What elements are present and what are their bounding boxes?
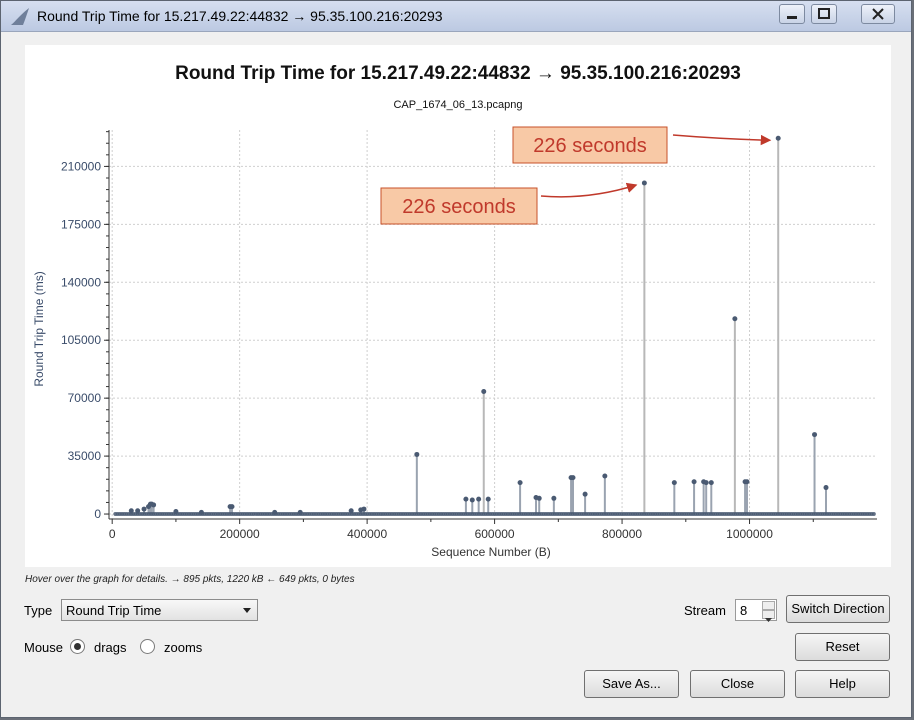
reset-button[interactable]: Reset xyxy=(795,633,890,661)
y-tick-label: 175000 xyxy=(61,217,101,231)
annotation-arrow xyxy=(540,182,638,198)
data-point xyxy=(812,432,818,438)
y-tick-label: 210000 xyxy=(61,159,101,173)
annotation-text: 226 seconds xyxy=(533,135,646,157)
data-point xyxy=(551,495,557,501)
x-tick-label: 200000 xyxy=(220,527,260,541)
x-tick-label: 1000000 xyxy=(726,527,773,541)
data-point xyxy=(517,480,523,486)
data-point xyxy=(229,504,235,510)
data-point xyxy=(732,316,738,322)
annotation-box xyxy=(380,187,538,225)
data-point xyxy=(823,485,829,491)
rtt-chart[interactable]: Round Trip Time for 15.217.49.22:44832 →… xyxy=(25,45,891,567)
maximize-button[interactable] xyxy=(811,4,837,24)
zooms-label[interactable]: zooms xyxy=(164,640,203,655)
data-point xyxy=(348,508,354,514)
data-point xyxy=(173,509,179,515)
data-point xyxy=(708,480,714,486)
mouse-label: Mouse xyxy=(24,640,64,655)
x-tick-label: 0 xyxy=(109,527,116,541)
type-select[interactable]: Round Trip Time xyxy=(61,599,258,621)
data-point xyxy=(135,508,141,514)
data-point xyxy=(536,495,542,501)
data-point xyxy=(602,473,608,479)
data-point xyxy=(469,497,475,503)
x-axis-label: Sequence Number (B) xyxy=(431,545,550,559)
minimize-icon xyxy=(787,16,797,19)
close-window-button[interactable] xyxy=(861,4,895,24)
switch-direction-button[interactable]: Switch Direction xyxy=(786,595,890,623)
data-point xyxy=(582,491,588,497)
stream-label: Stream xyxy=(684,603,726,618)
window-title: Round Trip Time for 15.217.49.22:44832 →… xyxy=(37,8,443,24)
drags-label[interactable]: drags xyxy=(94,640,127,655)
data-point xyxy=(141,506,147,512)
annotation-box xyxy=(512,126,668,164)
status-text: Hover over the graph for details. → 895 … xyxy=(25,574,355,585)
chart-title: Round Trip Time for 15.217.49.22:44832 →… xyxy=(175,63,741,84)
data-point xyxy=(272,509,278,515)
annotation-text: 226 seconds xyxy=(402,196,515,218)
stream-value: 8 xyxy=(740,603,748,618)
x-tick-label: 800000 xyxy=(602,527,642,541)
data-point xyxy=(744,479,750,485)
zooms-radio[interactable] xyxy=(140,639,155,654)
stream-increment-button[interactable] xyxy=(762,601,775,614)
y-tick-label: 105000 xyxy=(61,333,101,347)
data-point xyxy=(297,509,303,515)
y-tick-label: 70000 xyxy=(68,391,102,405)
data-point xyxy=(481,389,487,395)
y-axis-label: Round Trip Time (ms) xyxy=(32,271,46,386)
data-stems xyxy=(130,138,828,515)
chart-subtitle: CAP_1674_06_13.pcapng xyxy=(393,99,522,111)
spin-down-icon xyxy=(765,618,772,622)
graph-area[interactable]: Round Trip Time for 15.217.49.22:44832 →… xyxy=(25,45,891,567)
data-point xyxy=(414,451,420,457)
x-tick-label: 400000 xyxy=(347,527,387,541)
annotations: 226 seconds 226 seconds xyxy=(380,126,772,225)
drags-radio[interactable] xyxy=(70,639,85,654)
close-icon xyxy=(872,8,884,20)
title-bar[interactable]: Round Trip Time for 15.217.49.22:44832 →… xyxy=(1,1,911,32)
baseline-point xyxy=(871,512,876,517)
type-select-value: Round Trip Time xyxy=(66,603,162,618)
y-tick-label: 35000 xyxy=(68,449,102,463)
data-point xyxy=(128,508,134,514)
close-button[interactable]: Close xyxy=(690,670,785,698)
data-point xyxy=(476,496,482,502)
data-point xyxy=(570,475,576,481)
maximize-icon xyxy=(818,8,830,19)
x-tick-label: 600000 xyxy=(475,527,515,541)
axes: 0 200000 400000 600000 800000 1000000 0 35000 70… xyxy=(61,130,877,541)
data-point xyxy=(691,479,697,485)
wireshark-fin-icon xyxy=(11,8,29,25)
data-points xyxy=(128,135,829,515)
baseline-band xyxy=(113,512,876,517)
type-label: Type xyxy=(24,603,53,618)
stream-decrement-button[interactable] xyxy=(762,610,775,622)
y-tick-label: 140000 xyxy=(61,275,101,289)
data-point xyxy=(485,496,491,502)
dropdown-arrow-icon xyxy=(243,608,251,613)
annotation-arrow xyxy=(672,134,772,146)
data-point xyxy=(361,506,367,512)
data-point xyxy=(775,135,781,141)
data-point xyxy=(703,480,709,486)
save-as-button[interactable]: Save As... xyxy=(584,670,679,698)
data-point xyxy=(671,480,677,486)
data-point xyxy=(463,496,469,502)
data-point xyxy=(641,180,647,186)
help-button[interactable]: Help xyxy=(795,670,890,698)
stream-spinbox[interactable]: 8 xyxy=(735,599,777,622)
data-point xyxy=(151,502,157,508)
y-tick-label: 0 xyxy=(94,507,101,521)
data-point xyxy=(198,509,204,515)
minimize-button[interactable] xyxy=(779,4,805,24)
